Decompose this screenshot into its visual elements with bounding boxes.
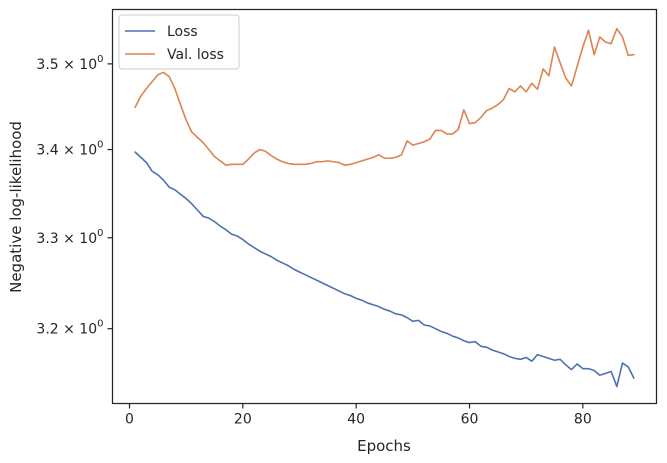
y-tick-label: 3.4 × 100	[36, 140, 103, 159]
x-tick-label: 20	[234, 412, 252, 428]
series-line-val-loss	[134, 27, 635, 167]
x-tick-label: 60	[461, 412, 479, 428]
legend-label-loss: Loss	[167, 24, 198, 40]
plot-frame	[111, 8, 658, 405]
y-axis: 3.2 × 100 3.3 × 100 3.4 × 100 3.5 × 100	[36, 54, 113, 338]
legend-label-val-loss: Val. loss	[167, 47, 224, 63]
series-layer	[134, 27, 635, 388]
series-line-loss	[134, 151, 635, 388]
x-tick-label: 40	[347, 412, 365, 428]
y-tick-label: 3.2 × 100	[36, 319, 103, 338]
x-tick-label: 80	[574, 412, 592, 428]
x-axis-label: Epochs	[357, 437, 411, 455]
y-axis-label: Negative log-likelihood	[7, 121, 25, 293]
y-tick-label: 3.3 × 100	[36, 228, 103, 247]
x-axis: 0 20 40 60 80	[125, 403, 592, 428]
x-tick-label: 0	[125, 412, 134, 428]
legend-box	[118, 14, 240, 70]
legend: Loss Val. loss	[118, 14, 240, 70]
y-tick-label: 3.5 × 100	[36, 54, 103, 73]
